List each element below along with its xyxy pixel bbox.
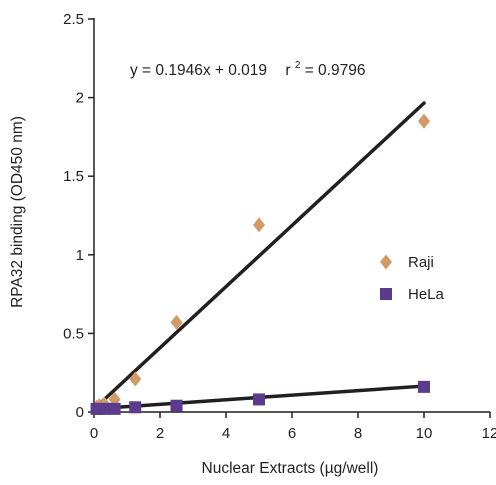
regression-equation: y = 0.1946x + 0.019 xyxy=(130,62,267,79)
legend-marker-raji xyxy=(380,254,392,270)
data-point-raji xyxy=(170,314,183,330)
legend-marker-hela xyxy=(380,288,392,300)
data-point-raji xyxy=(129,371,142,387)
legend-label-raji: Raji xyxy=(408,254,434,271)
x-axis-ticks: 0 2 4 6 8 10 12 xyxy=(90,412,496,442)
data-points xyxy=(90,113,430,415)
y-tick-label: 2.5 xyxy=(63,11,84,28)
x-tick-label: 0 xyxy=(90,425,98,442)
data-point-raji xyxy=(418,113,430,129)
x-tick-label: 10 xyxy=(416,425,433,442)
legend-label-hela: HeLa xyxy=(408,286,445,303)
r-squared-label: r xyxy=(285,62,290,79)
fit-lines xyxy=(92,101,426,411)
y-axis-title: RPA32 binding (OD450 nm) xyxy=(9,116,26,308)
data-point-hela xyxy=(108,402,121,415)
r-squared-exponent: 2 xyxy=(295,60,301,71)
data-point-hela xyxy=(170,399,183,412)
data-point-hela xyxy=(98,402,111,415)
x-tick-label: 4 xyxy=(222,425,230,442)
data-point-hela xyxy=(418,380,430,393)
r-squared-value: = 0.9796 xyxy=(305,62,366,79)
y-tick-label: 0.5 xyxy=(63,325,84,342)
y-tick-label: 1 xyxy=(76,247,84,264)
data-point-hela xyxy=(253,393,265,406)
x-axis-title: Nuclear Extracts (µg/well) xyxy=(202,460,379,477)
x-tick-label: 12 xyxy=(482,425,496,442)
data-point-hela xyxy=(129,401,142,414)
y-tick-label: 1.5 xyxy=(63,168,84,185)
data-point-raji xyxy=(253,217,265,233)
x-tick-label: 8 xyxy=(354,425,362,442)
y-tick-label: 0 xyxy=(76,404,84,421)
regression-annotation: y = 0.1946x + 0.019 r 2 = 0.9796 xyxy=(130,55,365,79)
y-tick-label: 2 xyxy=(76,90,84,107)
x-tick-label: 6 xyxy=(288,425,296,442)
fit-line-raji xyxy=(92,101,426,411)
legend: Raji HeLa xyxy=(380,254,445,303)
y-axis-ticks: 0 0.5 1 1.5 2 2.5 xyxy=(63,11,94,421)
x-tick-label: 2 xyxy=(156,425,164,442)
